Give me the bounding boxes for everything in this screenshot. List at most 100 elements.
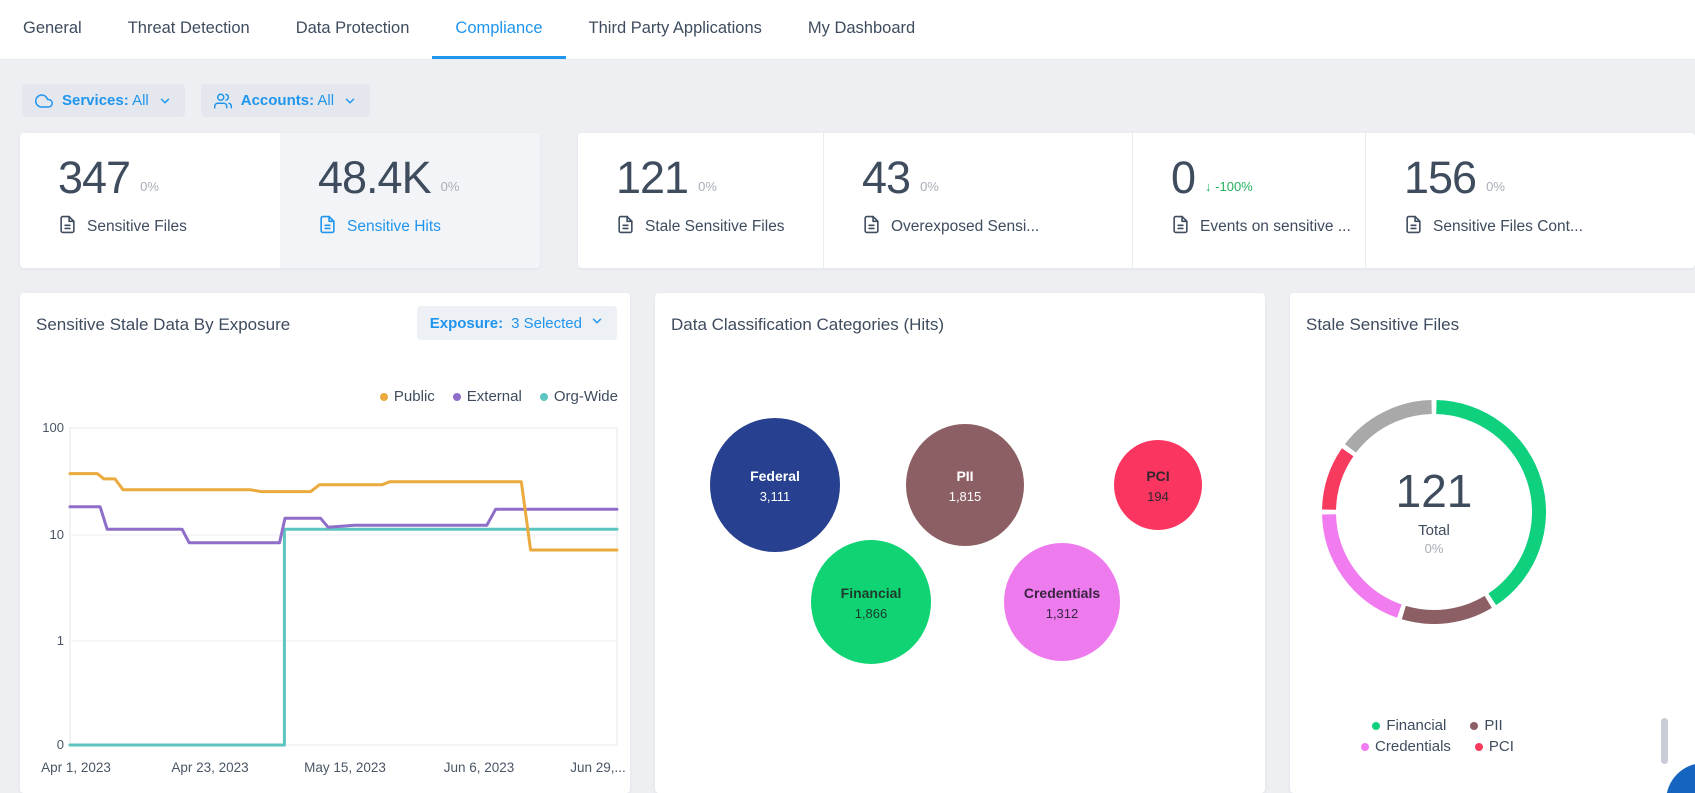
accounts-filter[interactable]: Accounts: All [200, 84, 371, 117]
tab-label: Third Party Applications [588, 18, 762, 37]
tab-third-party-applications[interactable]: Third Party Applications [566, 0, 785, 59]
kpi-label: Events on sensitive ... [1200, 217, 1351, 235]
tab-general[interactable]: General [0, 0, 105, 59]
donut-total-label: Total [1418, 522, 1450, 539]
svg-text:Credentials: Credentials [1024, 585, 1100, 601]
kpi-overexposed-sensitive[interactable]: 43 0% Overexposed Sensi... [823, 133, 1132, 268]
card-sensitive-stale-data: Sensitive Stale Data By Exposure Exposur… [20, 293, 630, 793]
series-dot [1470, 721, 1479, 730]
cloud-icon [35, 92, 53, 110]
x-tick: Jun 6, 2023 [444, 760, 515, 775]
kpi-value: 347 [58, 152, 131, 203]
services-filter-value: All [132, 92, 149, 109]
chevron-down-icon [343, 94, 357, 108]
tab-my-dashboard[interactable]: My Dashboard [785, 0, 938, 59]
kpi-label: Sensitive Files [87, 217, 187, 235]
tab-compliance[interactable]: Compliance [432, 0, 566, 59]
y-tick: 10 [50, 527, 64, 542]
donut-legend: Financial PII Credentials PCI [1290, 717, 1585, 755]
series-dot [1474, 742, 1483, 751]
exposure-legend: Public External Org-Wide [379, 388, 618, 405]
kpi-events-on-sensitive[interactable]: 0 ↓ -100% Events on sensitive ... [1132, 133, 1365, 268]
file-icon [318, 215, 337, 239]
kpi-value: 121 [616, 152, 689, 203]
file-icon [862, 215, 881, 239]
arrow-down-icon: ↓ [1205, 178, 1212, 194]
svg-text:1,815: 1,815 [949, 489, 982, 504]
kpi-sensitive-files[interactable]: 347 0% Sensitive Files [20, 133, 280, 268]
donut-delta: 0% [1424, 541, 1444, 556]
donut-segment[interactable] [1322, 514, 1402, 618]
kpi-sensitive-files-cont[interactable]: 156 0% Sensitive Files Cont... [1365, 133, 1695, 268]
series-public[interactable] [68, 472, 619, 552]
svg-text:PII: PII [956, 468, 973, 484]
x-tick: Apr 23, 2023 [171, 760, 248, 775]
donut-segment[interactable] [1344, 400, 1432, 453]
exposure-line-chart: 100 10 1 0 Apr 1, 2023 Apr 23, 2023 May … [41, 420, 626, 775]
legend-item-financial[interactable]: Financial [1372, 717, 1446, 734]
legend-item-credentials[interactable]: Credentials [1361, 738, 1451, 755]
accounts-filter-value: All [317, 92, 335, 109]
kpi-group-secondary: 121 0% Stale Sensitive Files 43 0% Overexp… [578, 133, 1695, 268]
y-tick: 1 [57, 633, 64, 648]
x-tick: May 15, 2023 [304, 760, 386, 775]
kpi-delta: 0% [1486, 178, 1505, 194]
card-title: Sensitive Stale Data By Exposure [36, 315, 291, 334]
kpi-stale-sensitive-files[interactable]: 121 0% Stale Sensitive Files [578, 133, 823, 268]
kpi-delta: 0% [920, 178, 939, 194]
legend-item-public[interactable]: Public [379, 388, 435, 405]
svg-text:Federal: Federal [750, 468, 800, 484]
kpi-delta: ↓ -100% [1205, 178, 1253, 194]
series-external[interactable] [68, 505, 619, 545]
y-tick: 0 [57, 737, 64, 752]
kpi-sensitive-hits[interactable]: 48.4K 0% Sensitive Hits [280, 133, 540, 268]
exposure-filter-dropdown[interactable]: Exposure: 3 Selected [416, 306, 617, 340]
series-dot [1361, 742, 1370, 751]
services-filter-label: Services: [62, 92, 129, 109]
tab-label: Threat Detection [127, 18, 250, 37]
y-tick: 100 [42, 420, 64, 435]
accounts-filter-label: Accounts: [240, 92, 315, 109]
bubble-pii[interactable]: PII 1,815 [906, 424, 1024, 546]
kpi-label: Stale Sensitive Files [645, 217, 785, 235]
file-icon [58, 215, 77, 239]
chevron-down-icon [158, 94, 172, 108]
svg-text:Financial: Financial [841, 585, 902, 601]
legend-label: Financial [1386, 717, 1447, 734]
chevron-down-icon [590, 314, 604, 332]
bubble-federal[interactable]: Federal 3,111 [710, 418, 840, 552]
scrollbar-thumb[interactable] [1661, 718, 1668, 764]
legend-item-org-wide[interactable]: Org-Wide [539, 388, 618, 405]
kpi-delta: 0% [440, 178, 460, 194]
kpi-value: 48.4K [318, 152, 432, 203]
svg-text:1,312: 1,312 [1046, 606, 1079, 621]
x-tick: Jun 29,... [570, 760, 626, 775]
kpi-delta: 0% [698, 178, 717, 194]
card-title: Data Classification Categories (Hits) [671, 315, 945, 334]
legend-item-pii[interactable]: PII [1470, 717, 1503, 734]
tab-label: Data Protection [295, 18, 410, 37]
donut-segment[interactable] [1436, 400, 1546, 606]
users-icon [213, 92, 232, 110]
tab-data-protection[interactable]: Data Protection [273, 0, 433, 59]
series-org-wide[interactable] [68, 527, 619, 747]
legend-label: Public [393, 388, 435, 405]
donut-segment[interactable] [1322, 448, 1354, 510]
legend-item-external[interactable]: External [452, 388, 522, 405]
bubble-financial[interactable]: Financial 1,866 [811, 540, 931, 664]
kpi-delta: 0% [140, 178, 159, 194]
services-filter[interactable]: Services: All [22, 84, 185, 117]
donut-segment[interactable] [1401, 595, 1492, 624]
x-tick: Apr 1, 2023 [41, 760, 111, 775]
legend-item-pci[interactable]: PCI [1474, 738, 1514, 755]
kpi-label: Sensitive Files Cont... [1433, 217, 1583, 235]
bubble-chart: Federal 3,111 PII 1,815 PCI 194 Financia… [710, 418, 1202, 664]
series-dot [452, 392, 461, 401]
bubble-pci[interactable]: PCI 194 [1114, 440, 1202, 530]
tab-threat-detection[interactable]: Threat Detection [105, 0, 273, 59]
kpi-value: 156 [1404, 152, 1477, 203]
donut-ring[interactable] [1322, 400, 1546, 624]
bubble-credentials[interactable]: Credentials 1,312 [1004, 543, 1120, 661]
card-data-classification: Data Classification Categories (Hits) Fe… [655, 293, 1265, 793]
